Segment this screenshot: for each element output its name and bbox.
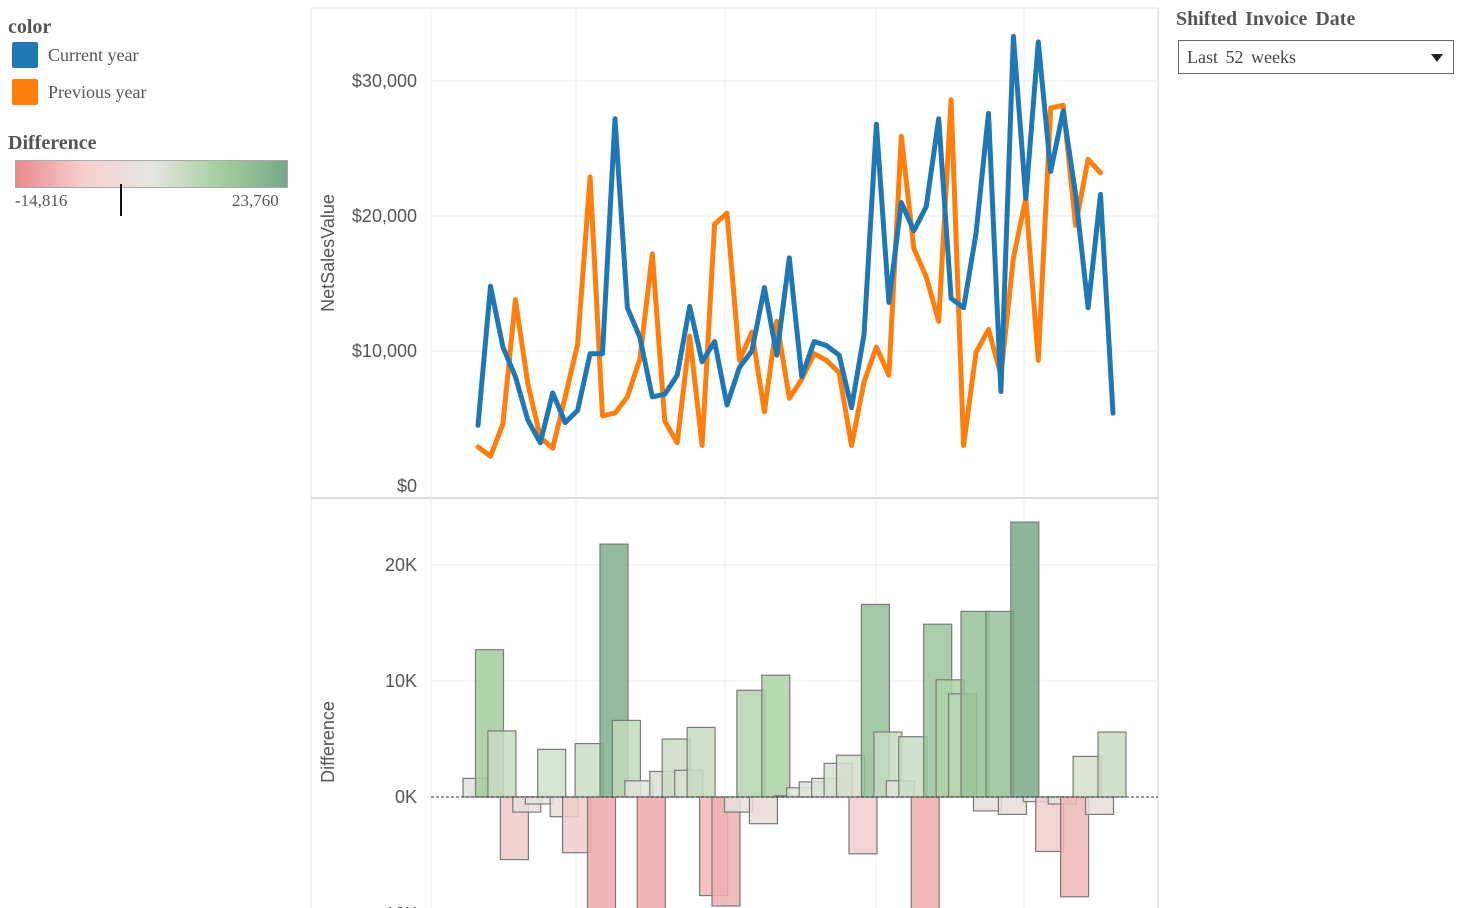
difference-bar bbox=[487, 730, 517, 798]
line-y-tick-label: $0 bbox=[397, 476, 417, 496]
difference-gradient-bar bbox=[15, 160, 288, 188]
line-y-axis-title: NetSalesValue bbox=[318, 194, 338, 312]
difference-bar bbox=[761, 674, 791, 798]
difference-bar bbox=[686, 726, 716, 798]
bar-y-tick-label: 10K bbox=[385, 671, 417, 691]
line-y-tick-label: $20,000 bbox=[352, 206, 417, 226]
series-line-current-year bbox=[475, 33, 1116, 446]
difference-bar bbox=[561, 796, 592, 854]
date-filter-value: Last 52 weeks bbox=[1187, 46, 1296, 67]
difference-bar bbox=[1059, 796, 1090, 898]
difference-bar bbox=[1097, 731, 1127, 798]
difference-bar bbox=[1035, 796, 1065, 853]
difference-bar bbox=[537, 748, 567, 798]
legend-item-previous-year[interactable]: Previous year bbox=[12, 79, 146, 105]
difference-bar bbox=[723, 796, 754, 813]
difference-bar bbox=[586, 796, 617, 908]
difference-bar bbox=[624, 780, 654, 798]
difference-bar bbox=[910, 796, 940, 908]
difference-bar bbox=[1072, 755, 1102, 798]
date-filter-dropdown[interactable]: Last 52 weeks bbox=[1178, 40, 1454, 74]
difference-bar bbox=[711, 796, 741, 907]
difference-bar bbox=[972, 796, 1003, 812]
difference-bar bbox=[997, 796, 1028, 815]
bar-y-axis-title: Difference bbox=[318, 701, 338, 783]
difference-bar bbox=[960, 610, 990, 798]
chevron-down-icon[interactable] bbox=[1431, 54, 1443, 62]
difference-bar bbox=[848, 796, 878, 855]
line-y-tick-label: $10,000 bbox=[352, 341, 417, 361]
difference-bar bbox=[748, 796, 779, 825]
difference-min-label: -14,816 bbox=[15, 191, 68, 210]
legend-label-current-year: Current year bbox=[48, 44, 139, 65]
difference-bar bbox=[835, 754, 866, 798]
difference-bar bbox=[1010, 521, 1040, 798]
difference-bar bbox=[736, 689, 766, 798]
difference-bar bbox=[985, 610, 1015, 798]
bar-y-tick-label: 20K bbox=[385, 555, 417, 575]
legend-swatch-current-year bbox=[12, 42, 38, 68]
difference-legend-title: Difference bbox=[8, 132, 97, 154]
legend-label-previous-year: Previous year bbox=[48, 81, 147, 102]
bar-y-tick-label: 0K bbox=[395, 787, 417, 807]
bar-y-tick-label: -10K bbox=[379, 904, 417, 908]
color-legend-title: color bbox=[8, 16, 52, 38]
difference-bar bbox=[898, 736, 928, 798]
legend-item-current-year[interactable]: Current year bbox=[12, 42, 138, 68]
line-y-tick-label: $30,000 bbox=[352, 71, 417, 91]
filter-title: Shifted Invoice Date bbox=[1176, 8, 1356, 30]
difference-bar bbox=[636, 796, 666, 908]
difference-bar bbox=[1084, 796, 1115, 815]
difference-zero-marker bbox=[120, 184, 122, 216]
difference-max-label: 23,760 bbox=[232, 191, 279, 210]
difference-bar bbox=[574, 742, 604, 798]
difference-bar bbox=[524, 796, 554, 805]
series-line-previous-year bbox=[475, 97, 1103, 459]
legend-swatch-previous-year bbox=[12, 79, 38, 105]
